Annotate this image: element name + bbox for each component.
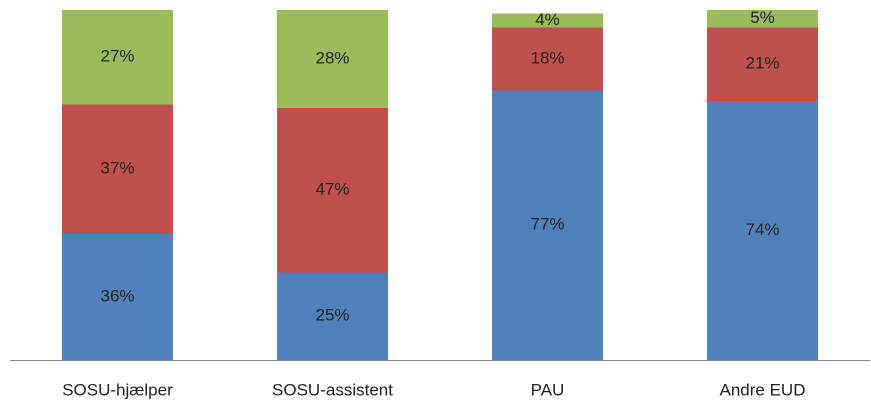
data-label: 74% xyxy=(745,220,779,239)
bar-segment xyxy=(62,104,173,234)
data-label: 77% xyxy=(530,215,564,234)
data-label: 47% xyxy=(315,180,349,199)
bar-segment xyxy=(492,13,603,28)
bar-segment xyxy=(277,10,388,108)
data-label: 36% xyxy=(100,286,134,305)
data-label: 37% xyxy=(100,159,134,178)
bar-segment xyxy=(277,272,388,360)
bar-segment xyxy=(492,27,603,91)
data-label: 18% xyxy=(530,48,564,67)
bar-segment xyxy=(62,10,173,105)
x-tick-label: SOSU-assistent xyxy=(272,380,393,399)
data-label: 21% xyxy=(745,54,779,73)
x-tick-label: PAU xyxy=(531,380,565,399)
bar-segment xyxy=(62,234,173,360)
bar-segment xyxy=(707,101,818,360)
x-tick-label: Andre EUD xyxy=(720,380,806,399)
bar-segment xyxy=(707,10,818,28)
bar-segment xyxy=(707,27,818,101)
x-tick-label: SOSU-hjælper xyxy=(62,380,173,399)
data-label: 27% xyxy=(100,47,134,66)
data-label: 5% xyxy=(750,8,775,27)
data-label: 4% xyxy=(535,10,560,29)
data-label: 28% xyxy=(315,48,349,67)
bar-segment xyxy=(277,108,388,273)
data-label: 25% xyxy=(315,306,349,325)
bar-segment xyxy=(492,90,603,360)
